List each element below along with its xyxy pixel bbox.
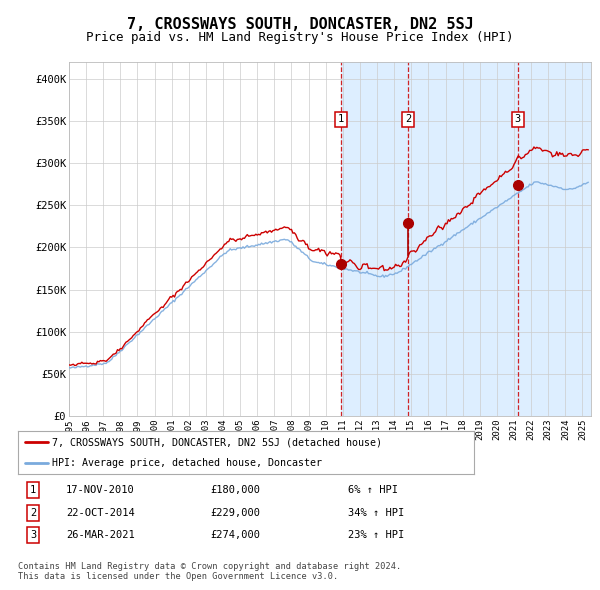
Text: 22-OCT-2014: 22-OCT-2014 <box>66 508 135 517</box>
Text: Price paid vs. HM Land Registry's House Price Index (HPI): Price paid vs. HM Land Registry's House … <box>86 31 514 44</box>
Text: Contains HM Land Registry data © Crown copyright and database right 2024.
This d: Contains HM Land Registry data © Crown c… <box>18 562 401 581</box>
Text: 1: 1 <box>30 486 36 495</box>
Text: 6% ↑ HPI: 6% ↑ HPI <box>348 486 398 495</box>
Text: 3: 3 <box>515 114 521 124</box>
Bar <box>341 62 591 416</box>
Text: 23% ↑ HPI: 23% ↑ HPI <box>348 530 404 540</box>
Text: £274,000: £274,000 <box>210 530 260 540</box>
Text: £180,000: £180,000 <box>210 486 260 495</box>
Text: 34% ↑ HPI: 34% ↑ HPI <box>348 508 404 517</box>
Text: 3: 3 <box>30 530 36 540</box>
Text: 1: 1 <box>338 114 344 124</box>
Text: 26-MAR-2021: 26-MAR-2021 <box>66 530 135 540</box>
Text: 7, CROSSWAYS SOUTH, DONCASTER, DN2 5SJ: 7, CROSSWAYS SOUTH, DONCASTER, DN2 5SJ <box>127 17 473 31</box>
Text: 7, CROSSWAYS SOUTH, DONCASTER, DN2 5SJ (detached house): 7, CROSSWAYS SOUTH, DONCASTER, DN2 5SJ (… <box>52 438 382 447</box>
Text: 2: 2 <box>405 114 411 124</box>
Text: 2: 2 <box>30 508 36 517</box>
Text: £229,000: £229,000 <box>210 508 260 517</box>
Text: HPI: Average price, detached house, Doncaster: HPI: Average price, detached house, Donc… <box>52 458 322 467</box>
Text: 17-NOV-2010: 17-NOV-2010 <box>66 486 135 495</box>
